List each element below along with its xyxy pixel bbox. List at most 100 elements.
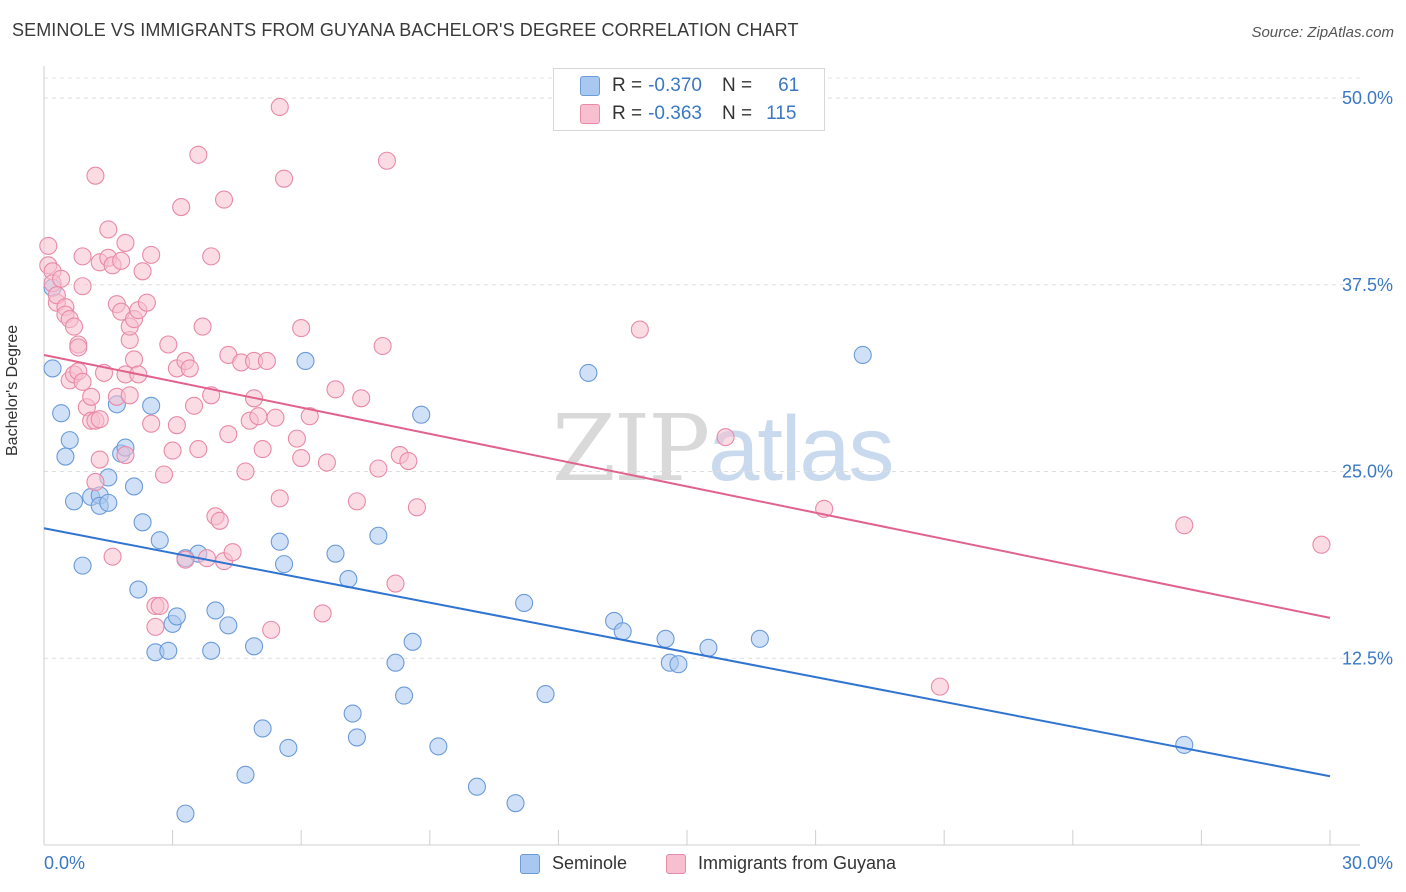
seminole-point: [129, 580, 148, 599]
guyana-trend-line: [43, 353, 1331, 619]
trend-lines: [43, 353, 1331, 778]
guyana-point: [930, 677, 949, 696]
seminole-point: [60, 431, 79, 450]
guyana-point: [257, 351, 276, 370]
seminole-point: [236, 765, 255, 784]
guyana-point: [253, 440, 272, 459]
guyana-point: [202, 247, 221, 266]
seminole-point: [613, 622, 632, 641]
guyana-point: [86, 166, 105, 185]
seminole-point: [64, 492, 84, 511]
guyana-point: [202, 386, 221, 405]
y-axis-label: Bachelor's Degree: [4, 324, 21, 456]
x-tick-label: 30.0%: [1342, 853, 1393, 873]
guyana-point: [159, 335, 178, 354]
n-value: 61: [778, 75, 800, 96]
legend-item-seminole[interactable]: Seminole: [520, 853, 627, 874]
seminole-point: [296, 351, 315, 370]
seminole-point: [253, 719, 272, 738]
guyana-point: [223, 543, 242, 562]
guyana-point: [249, 407, 268, 426]
guyana-point: [184, 396, 204, 415]
guyana-point: [300, 407, 319, 426]
guyana-point: [52, 269, 71, 288]
n-label: N =: [721, 75, 753, 96]
guyana-point: [150, 596, 169, 616]
guyana-point: [313, 604, 332, 623]
y-tick-label: 12.5%: [1342, 648, 1393, 668]
seminole-point: [536, 685, 555, 704]
seminole-trend-line: [43, 527, 1331, 778]
guyana-point: [142, 414, 161, 433]
seminole-point: [279, 738, 298, 757]
watermark-atlas: atlas: [708, 398, 894, 500]
seminole-point: [167, 607, 186, 626]
r-value: -0.363: [648, 103, 702, 124]
guyana-point: [154, 465, 174, 484]
n-label: N =: [721, 103, 753, 124]
guyana-point: [142, 245, 161, 264]
seminole-point: [669, 655, 688, 674]
legend-label: Seminole: [552, 853, 628, 873]
seminole-point: [750, 629, 769, 648]
seminole-point: [369, 526, 388, 545]
seminole-point: [1175, 735, 1194, 754]
guyana-point: [1312, 535, 1331, 554]
n-value: 115: [766, 103, 797, 124]
guyana-point: [90, 410, 109, 429]
y-tick-label: 37.5%: [1342, 275, 1393, 295]
guyana-point: [112, 251, 131, 270]
chart-title: SEMINOLE VS IMMIGRANTS FROM GUYANA BACHE…: [12, 20, 799, 40]
guyana-point: [210, 511, 229, 530]
seminole-point: [133, 513, 152, 532]
seminole-point: [99, 493, 118, 512]
guyana-point: [73, 277, 92, 296]
guyana-point: [262, 620, 281, 639]
guyana-point: [630, 320, 649, 339]
r-value: -0.370: [648, 75, 702, 96]
seminole-point: [506, 794, 525, 813]
r-label: R =: [612, 75, 643, 96]
watermark: ZIPatlas: [552, 395, 895, 502]
legend-row-guyana: R = -0.363 N = 115: [554, 101, 796, 127]
guyana-point: [369, 459, 388, 478]
guyana-point: [219, 425, 238, 444]
guyana-point: [124, 350, 144, 369]
seminole-point: [73, 556, 92, 575]
guyana-point: [86, 472, 105, 492]
seminole-point: [159, 641, 178, 660]
guyana-point: [99, 220, 118, 239]
guyana-point: [189, 145, 208, 164]
seminole-point: [270, 532, 289, 551]
r-label: R =: [612, 103, 643, 124]
guyana-point: [137, 293, 156, 312]
guyana-point: [275, 169, 294, 188]
guyana-point: [407, 498, 426, 517]
guyana-point: [377, 151, 396, 170]
guyana-point: [292, 449, 311, 468]
seminole-point: [343, 704, 362, 723]
guyana-point: [373, 336, 392, 356]
guyana-point: [399, 451, 418, 471]
guyana-point: [236, 462, 255, 481]
guyana-point: [116, 233, 135, 252]
guyana-point: [189, 440, 208, 459]
guyana-point: [146, 617, 165, 636]
legend-item-guyana[interactable]: Immigrants from Guyana: [666, 853, 896, 874]
guyana-point: [39, 236, 58, 255]
seminole-point: [515, 593, 534, 613]
legend-label: Immigrants from Guyana: [698, 853, 897, 873]
seminole-point: [386, 653, 405, 672]
guyana-point: [292, 319, 311, 338]
legend-stats: R = -0.370 N = 61 R = -0.363 N = 115: [553, 68, 825, 131]
guyana-point: [347, 492, 366, 511]
seminole-point: [656, 629, 675, 648]
seminole-point: [467, 777, 487, 796]
guyana-point: [180, 359, 199, 378]
source-label: Source: ZipAtlas.com: [1251, 24, 1394, 41]
tick-labels: 12.5% 25.0% 37.5% 50.0% 0.0% 30.0%: [44, 88, 1393, 873]
seminole-point: [206, 601, 225, 620]
seminole-point: [52, 404, 71, 423]
legend-swatch-guyana: [580, 104, 600, 124]
